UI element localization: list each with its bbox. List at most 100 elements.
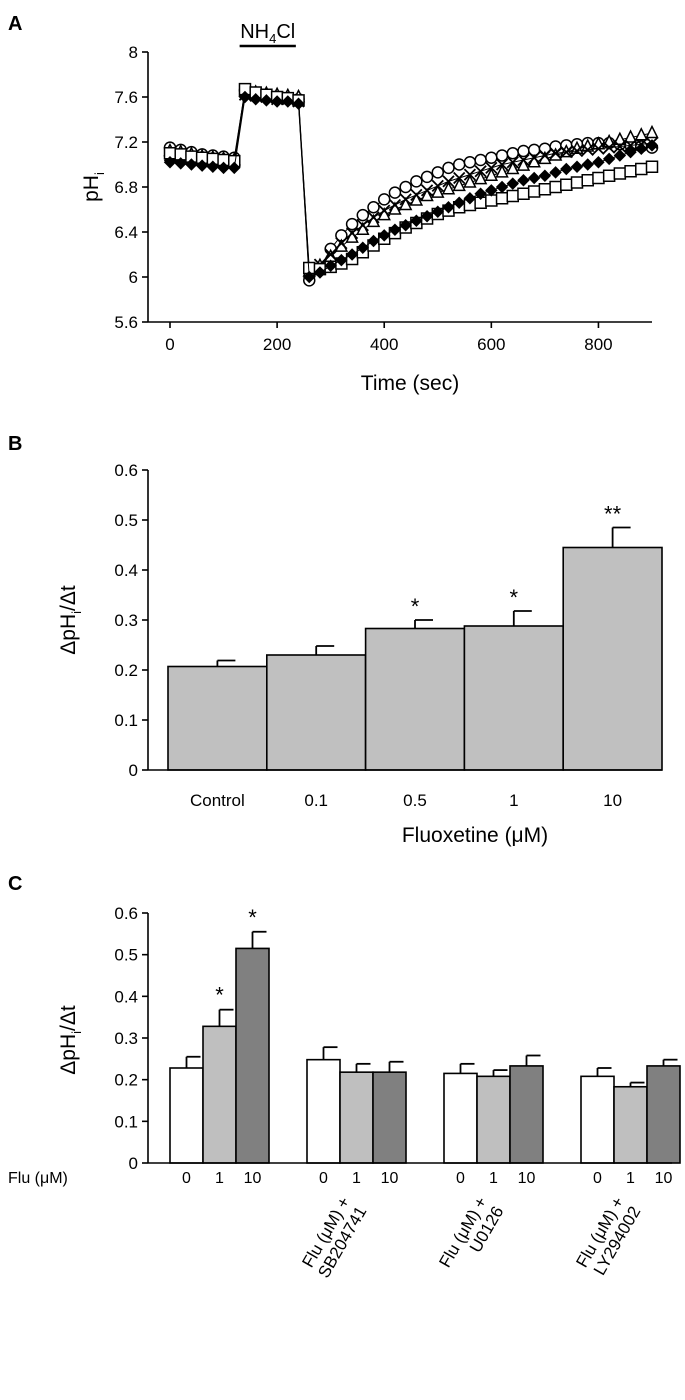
panel-a-marker-triangle [441,181,456,195]
panel-a-marker-triangle [495,164,509,178]
panel-a-points [163,82,659,287]
panel-a-marker-diamond [517,174,530,187]
panel-a-marker-x [378,204,391,217]
panel-a-marker-diamond [442,201,455,214]
panel-a-marker-diamond [463,192,477,205]
panel-a-marker-circle [377,193,391,206]
panel-b-y-tick-label: 0.5 [114,511,138,530]
panel-a-marker-x [453,171,466,185]
panel-a-marker-diamond [270,95,284,108]
panel-a-marker-square [570,176,584,189]
panel-a-marker-triangle [452,177,466,192]
panel-b-y-tick-label: 0 [129,761,138,780]
panel-a-marker-triangle [409,192,424,206]
panel-a-nh4cl-label: NH4Cl [240,21,295,46]
panel-a-marker-diamond [345,248,359,261]
panel-c-dose-label: 1 [352,1170,361,1187]
panel-a-y-tick-label: 6 [129,268,138,287]
panel-b-bar [265,654,367,771]
panel-a-y-tick-label: 7.6 [114,88,138,107]
panel-c-bar [613,1085,648,1164]
panel-a-marker-diamond [367,234,380,248]
panel-a-marker-x [335,237,348,250]
panel-a-marker-diamond [474,187,487,200]
panel-a-marker-x [603,141,616,154]
panel-a-marker-triangle [420,187,434,202]
panel-c-significance: * [248,905,257,930]
panel-b-category-label: 0.5 [403,791,427,810]
panel-a-marker-square [538,183,552,196]
panel-a-marker-circle [442,161,455,175]
panel-b-y-tick-label: 0.6 [114,461,138,480]
panel-a-x-tick-label: 600 [477,335,505,354]
panel-a-y-axis-title: pHi [80,172,107,202]
panel-b-significance: * [411,594,420,619]
panel-a-marker-diamond [228,161,241,175]
panel-c-y-tick-label: 0.4 [114,987,138,1006]
panel-a-marker-square [527,185,541,198]
panel-c-bar [202,1025,237,1164]
panel-b-bar [167,665,268,771]
panel-c-y-tick-label: 0.3 [114,1029,138,1048]
panel-a-marker-circle [506,147,520,160]
panel-c-y-tick-label: 0.2 [114,1071,138,1090]
panel-a-marker-x [528,151,541,164]
panel-a-marker-x [624,139,637,152]
panel-c-group-label: Flu (μM) +U0126 [435,1193,507,1280]
panel-a-y-tick-label: 6.4 [114,223,138,242]
panel-a-marker-x [474,165,487,178]
panel-b-y-tick-label: 0.3 [114,611,138,630]
panel-a-marker-triangle [613,131,627,145]
panel-c-dose-row-label: Flu (μM) [8,1170,68,1187]
panel-b-axes: Control 0.1 0.5 1 10 0 0.1 0.2 0.3 0.4 0.5 0.6 Fluox… [57,461,662,847]
panel-a-marker-triangle [506,160,520,175]
panel-a-marker-x [410,188,423,202]
panel-c-group-label: Flu (μM) +LY294002 [572,1193,644,1280]
panel-c-y-tick-label: 0.5 [114,946,138,965]
panel-a-marker-square [560,178,573,191]
panel-b-bar [463,625,564,771]
panel-b-bar [562,546,663,771]
panel-a-marker-diamond [356,241,370,254]
panel-c-dose-label: 1 [626,1170,635,1187]
panel-a-marker-square [602,169,616,182]
panel-b-significance: ** [604,502,622,527]
panel-a-marker-x [592,142,605,155]
panel-a-marker-triangle [431,184,445,198]
panel-a-marker-circle [463,156,477,169]
panel-b-y-tick-label: 0.1 [114,711,138,730]
panel-a-y-tick-label: 5.6 [114,313,138,332]
panel-a-marker-x [367,211,380,224]
panel-a-marker-diamond [431,205,444,218]
panel-c-dose-label: 10 [655,1170,673,1187]
panel-a-x-tick-label: 200 [263,335,291,354]
panel-a-marker-diamond [527,171,541,185]
panel-a-marker-diamond [238,90,252,104]
panel-a-marker-x [356,219,369,232]
panel-a-marker-square [506,189,520,203]
panel-a-x-axis-title: Time (sec) [361,372,459,395]
panel-c-dose-label: 0 [456,1170,465,1187]
panel-c-bar [509,1065,544,1164]
panel-a-x-tick-label: 400 [370,335,398,354]
panel-a-marker-diamond [613,149,627,162]
panel-c-dose-label: 10 [518,1170,536,1187]
panel-a-marker-square [485,194,498,207]
panel-a-marker-circle [485,151,498,164]
panel-b-category-label: Control [190,791,245,810]
panel-a-marker-diamond [452,196,466,209]
panel-c-bars: ** [169,905,681,1164]
panel-c-dose-label: 1 [489,1170,498,1187]
panel-c-y-axis-title: ΔpHi/Δt [57,1005,84,1075]
panel-a-marker-diamond [635,142,648,155]
panel-a-marker-diamond [549,166,562,179]
panel-a-marker-x [549,147,562,160]
panel-a-marker-square [613,167,627,180]
panel-b-y-axis-title: ΔpHi/Δt [57,585,84,655]
panel-a-marker-triangle [645,124,659,139]
panel-c-bar [169,1067,204,1164]
panel-a-marker-diamond [624,145,637,159]
panel-a-marker-diamond [195,159,209,172]
